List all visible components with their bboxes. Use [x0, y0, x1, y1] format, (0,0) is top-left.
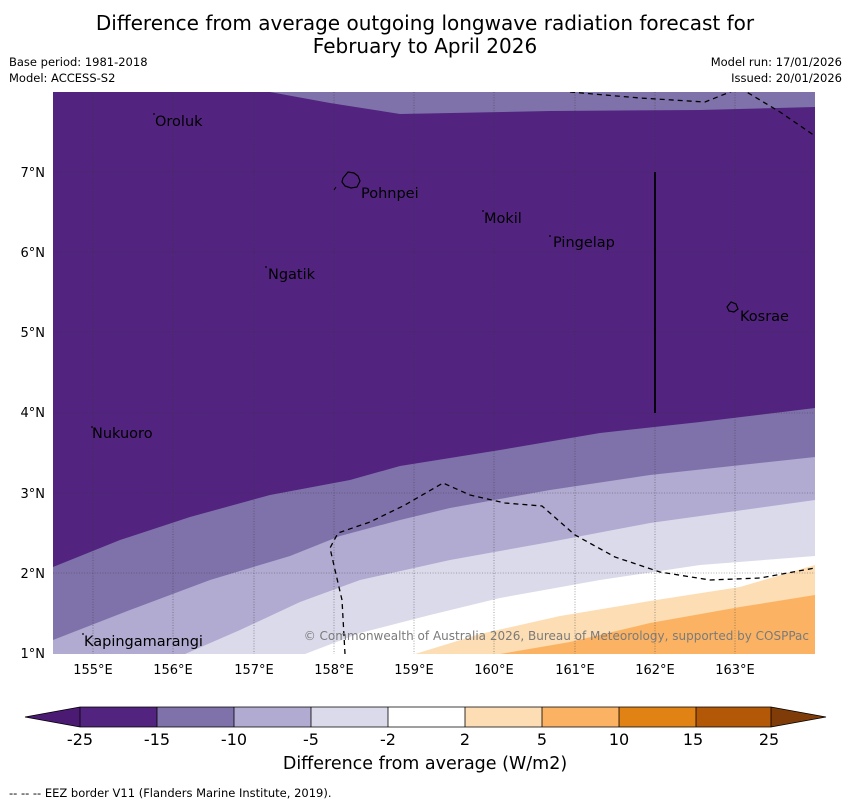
lon-tick-label: 161°E: [555, 663, 595, 678]
colorbar-tick-label: -2: [380, 730, 396, 749]
place-label-oroluk: Oroluk: [155, 114, 203, 130]
map-title-line2: February to April 2026: [312, 34, 538, 58]
lon-tick-label: 158°E: [314, 663, 354, 678]
lon-tick-label: 155°E: [73, 663, 113, 678]
kapingamarangi-marker: [82, 633, 84, 635]
eez-legend-note: -- -- -- EEZ border V11 (Flanders Marine…: [9, 786, 332, 800]
colorbar-segment: [388, 707, 465, 727]
colorbar-segment: [619, 707, 696, 727]
model-run: Model run: 17/01/2026: [710, 55, 842, 69]
lon-tick-label: 160°E: [474, 663, 514, 678]
colorbar-tick-label: 15: [683, 730, 703, 749]
lon-tick-label: 156°E: [153, 663, 193, 678]
colorbar-segment: [542, 707, 619, 727]
colorbar-segment: [80, 707, 157, 727]
colorbar-tick-label: -15: [144, 730, 170, 749]
colorbar-tick-label: 10: [609, 730, 629, 749]
colorbar-tick-label: 5: [537, 730, 547, 749]
kosrae-island-outline: [726, 301, 739, 313]
ngatik-marker: [265, 266, 267, 268]
contour-band-top-minus-15-to-minus-10: [270, 92, 815, 114]
lon-tick-label: 157°E: [234, 663, 274, 678]
meta-left: Base period: 1981-2018 Model: ACCESS-S2: [9, 54, 148, 86]
colorbar-tick-label: -25: [67, 730, 93, 749]
latitude-axis: 1°N 2°N 3°N 4°N 5°N 6°N 7°N: [21, 166, 46, 662]
lat-tick-label: 5°N: [21, 326, 46, 341]
colorbar-segment: [234, 707, 311, 727]
lat-tick-label: 7°N: [21, 166, 46, 181]
place-label-pohnpei: Pohnpei: [361, 186, 419, 202]
pohnpei-islet: [333, 186, 337, 191]
colorbar-tick-label: 25: [759, 730, 779, 749]
longitude-axis: 155°E 156°E 157°E 158°E 159°E 160°E 161°…: [73, 663, 755, 678]
nukuoro-marker: [91, 426, 93, 428]
lon-tick-label: 162°E: [635, 663, 675, 678]
colorbar-title: Difference from average (W/m2): [282, 754, 568, 774]
lat-tick-label: 1°N: [21, 647, 46, 662]
eez-border-south: [329, 482, 815, 654]
colorbar: -25 -15 -10 -5 -2 2 5 10 15 25: [24, 706, 827, 749]
place-label-mokil: Mokil: [484, 211, 522, 227]
place-label-kosrae: Kosrae: [740, 309, 789, 325]
pingelap-marker: [549, 235, 551, 237]
place-label-pingelap: Pingelap: [553, 235, 615, 251]
lat-tick-label: 4°N: [21, 406, 46, 421]
model-name: Model: ACCESS-S2: [9, 71, 116, 85]
map-title-line1: Difference from average outgoing longwav…: [95, 11, 755, 35]
lon-tick-label: 163°E: [715, 663, 755, 678]
place-label-kapingamarangi: Kapingamarangi: [84, 634, 203, 650]
issued-date: Issued: 20/01/2026: [731, 71, 842, 85]
colorbar-segment: [311, 707, 388, 727]
mokil-marker: [482, 210, 484, 212]
eez-border-layer: [329, 92, 815, 654]
colorbar-tick-label: -10: [221, 730, 247, 749]
place-label-nukuoro: Nukuoro: [92, 426, 153, 442]
map-title: Difference from average outgoing longwav…: [0, 12, 850, 58]
lat-tick-label: 6°N: [21, 246, 46, 261]
base-period: Base period: 1981-2018: [9, 55, 148, 69]
eez-border-top: [569, 92, 732, 103]
colorbar-extend-right: [771, 707, 826, 727]
colorbar-extend-left: [25, 707, 80, 727]
contour-fill-layer: Oroluk Pohnpei Mokil Pingelap Ngatik Kos…: [53, 92, 815, 654]
copyright-notice: © Commonwealth of Australia 2026, Bureau…: [304, 629, 809, 643]
colorbar-segment: [696, 707, 771, 727]
contour-band-5-to-10: [500, 595, 815, 654]
colorbar-segment: [465, 707, 542, 727]
meta-right: Model run: 17/01/2026 Issued: 20/01/2026: [711, 54, 842, 86]
pohnpei-island-outline: [341, 171, 361, 189]
graticule: [53, 92, 815, 654]
oroluk-marker: [153, 113, 155, 115]
lat-tick-label: 2°N: [21, 567, 46, 582]
lat-tick-label: 3°N: [21, 487, 46, 502]
place-label-ngatik: Ngatik: [268, 267, 316, 283]
lon-tick-label: 159°E: [394, 663, 434, 678]
colorbar-tick-label: 2: [460, 730, 470, 749]
colorbar-segment: [157, 707, 234, 727]
eez-border-top-right: [745, 92, 815, 137]
colorbar-tick-label: -5: [303, 730, 319, 749]
